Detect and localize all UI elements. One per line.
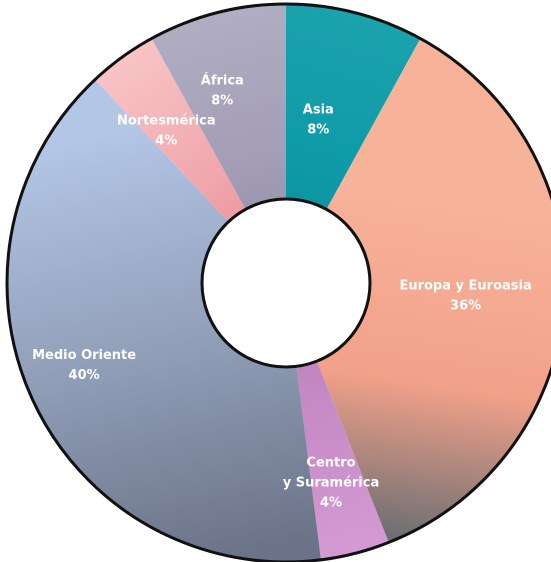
donut-hole xyxy=(200,197,372,369)
slice-label: Nortesmérica 4% xyxy=(117,113,216,148)
slice-percent-label: 4% xyxy=(320,496,342,511)
slice-percent-label: 40% xyxy=(69,368,100,383)
slice-nortesmérica xyxy=(95,38,246,222)
slice-asia xyxy=(286,4,421,210)
slice-percent-label: 8% xyxy=(307,122,329,137)
slice-label: África 8% xyxy=(201,72,244,108)
slice-label: Medio Oriente 40% xyxy=(32,348,136,383)
slice-percent-label: 8% xyxy=(211,93,233,108)
slice-name-label: Centro xyxy=(306,456,355,471)
slice-name-label: Asia xyxy=(303,102,334,117)
slice-label: Europa y Euroasia 36% xyxy=(399,278,531,313)
slice-name-label: y Suramérica xyxy=(283,476,380,491)
slice-name-label: África xyxy=(201,72,244,88)
slices-layer xyxy=(6,4,551,562)
slice-áfrica xyxy=(151,4,286,210)
slice-europa-y-euroasia xyxy=(316,38,551,543)
slice-centro-y-suramérica xyxy=(296,361,389,560)
labels-layer: Asia 8% Europa y Euroasia 36% Centro y Suramé… xyxy=(32,72,532,510)
slice-name-label: Nortesmérica xyxy=(117,113,216,128)
slice-percent-label: 36% xyxy=(450,298,481,313)
slice-label: Centro y Suramérica 4% xyxy=(283,456,380,511)
slice-name-label: Europa y Euroasia xyxy=(399,278,531,293)
donut-outer-border xyxy=(5,2,551,562)
slice-name-label: Medio Oriente xyxy=(32,348,136,363)
slice-medio-oriente xyxy=(6,79,321,562)
slice-percent-label: 4% xyxy=(155,133,177,148)
slice-label: Asia 8% xyxy=(303,102,334,137)
